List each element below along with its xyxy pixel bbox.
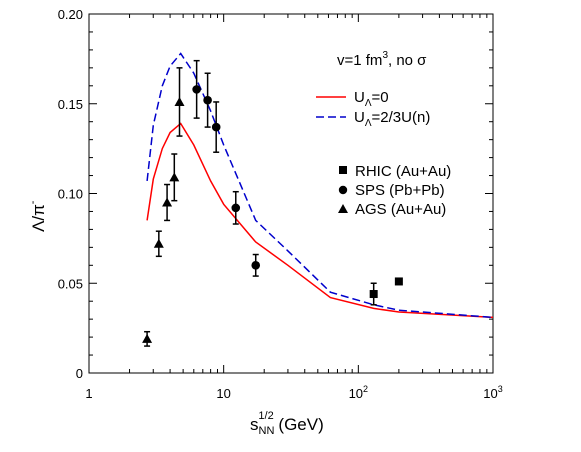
legend-label-rhic: RHIC (Au+Au): [355, 163, 451, 180]
x-axis-label: sNN 1/2 (GeV): [250, 410, 324, 437]
data-point-rhic: [369, 290, 378, 299]
x-tick-label: 103: [483, 384, 502, 401]
curve-u-lambda-0: [146, 122, 494, 319]
data-point-sps: [203, 95, 212, 105]
y-tick-label: 0.20: [58, 7, 83, 22]
y-tick-label: 0.05: [58, 276, 83, 291]
y-tick-label: 0: [76, 366, 83, 381]
legend-label-blue: UΛ=2/3U(n): [354, 109, 430, 129]
x-axis-label-sub: NN: [259, 425, 275, 437]
annotation-text: v=1 fm3, no σ: [337, 50, 427, 69]
x-tick-label: 102: [349, 384, 368, 401]
tick-labels: 1 10 102 103 0 0.05 0.10 0.15 0.20: [58, 7, 503, 401]
y-tick-label: 0.15: [58, 97, 83, 112]
data-points: [142, 59, 403, 347]
y-axis-label-sup: -: [27, 200, 39, 204]
data-point-ags: [153, 238, 164, 248]
legend-label-sps: SPS (Pb+Pb): [355, 182, 445, 199]
axis-ticks: [88, 13, 493, 374]
data-point-sps: [211, 122, 221, 132]
data-point-ags: [174, 96, 185, 106]
data-point-sps: [192, 85, 201, 94]
data-point-ags: [142, 333, 153, 343]
x-tick-label: 1: [85, 386, 92, 401]
annotation-tail: , no σ: [388, 52, 427, 69]
legend-marker-square: [339, 166, 347, 174]
data-point-sps: [231, 203, 241, 213]
legend-marker-triangle: [338, 204, 348, 213]
legend-marker-circle: [338, 185, 348, 195]
legend: UΛ=0 UΛ=2/3U(n) RHIC (Au+Au) SPS (Pb+Pb)…: [316, 89, 451, 218]
x-axis-label-tail: (GeV): [274, 415, 324, 434]
legend-label-ags: AGS (Au+Au): [355, 201, 446, 218]
data-point-rhic: [394, 277, 403, 286]
x-tick-label: 10: [216, 386, 230, 401]
y-axis-label: Λ/π-: [27, 200, 48, 232]
data-point-ags: [169, 172, 180, 182]
x-axis-label-sup: 1/2: [258, 410, 273, 422]
data-point-sps: [251, 261, 261, 270]
y-axis-label-base: Λ/π: [29, 204, 48, 232]
annotation-sup: 3: [382, 50, 388, 61]
legend-label-red: UΛ=0: [354, 89, 389, 109]
y-tick-label: 0.10: [58, 187, 83, 202]
x-axis-label-base: s: [250, 415, 259, 434]
annotation-base: v=1 fm: [337, 52, 382, 69]
data-point-ags: [162, 197, 173, 207]
